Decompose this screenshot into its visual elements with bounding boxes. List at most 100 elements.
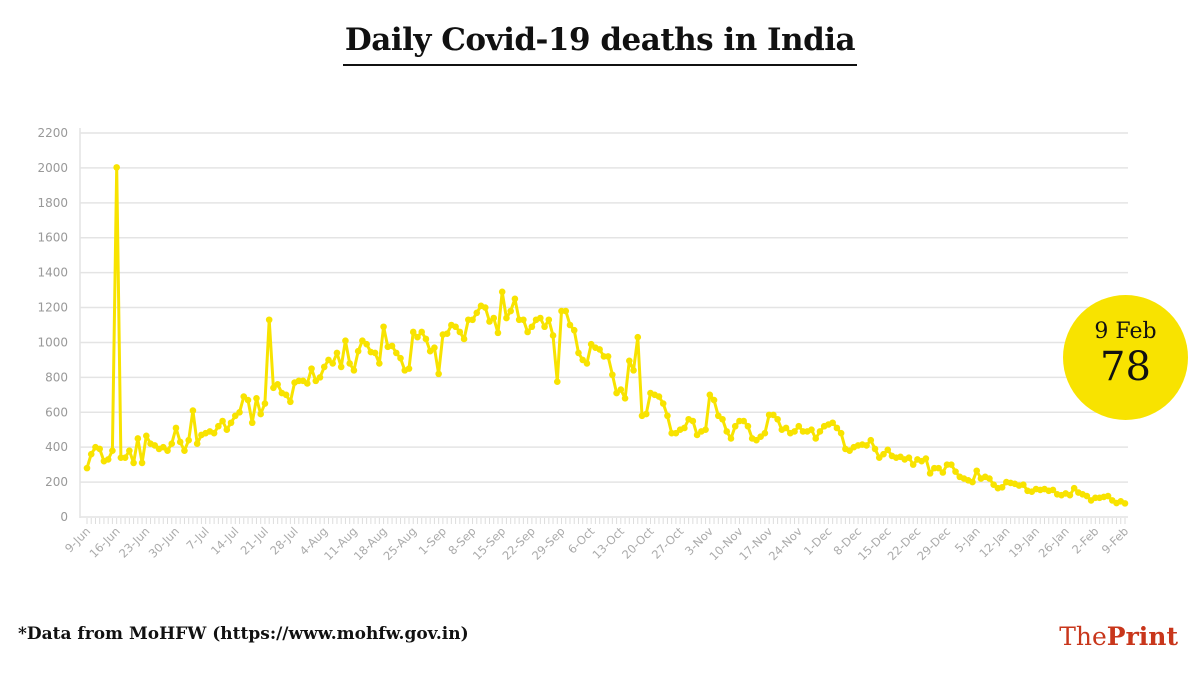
data-point: [320, 363, 328, 371]
data-point: [681, 424, 688, 432]
data-point: [181, 447, 188, 454]
data-point: [405, 365, 413, 372]
x-tick-label: 23-Jun: [116, 524, 152, 560]
x-tick-label: 9-Feb: [1099, 524, 1131, 556]
data-point: [998, 484, 1006, 491]
data-point: [104, 456, 112, 463]
data-point: [342, 337, 349, 345]
data-point: [376, 360, 383, 367]
data-point: [282, 391, 290, 399]
data-point: [333, 349, 341, 357]
y-tick-label: 400: [45, 440, 68, 454]
data-point: [452, 323, 459, 331]
data-point: [706, 391, 714, 399]
data-point: [494, 329, 502, 337]
x-tick-label: 1-Dec: [801, 524, 835, 558]
data-point: [816, 428, 824, 435]
x-tick-label: 1-Sep: [416, 524, 449, 557]
chart-title-text: Daily Covid-19 deaths in India: [342, 22, 858, 66]
data-point: [537, 314, 544, 322]
data-point: [731, 422, 739, 430]
data-point: [354, 347, 362, 355]
data-point: [867, 436, 875, 444]
data-point: [562, 307, 570, 315]
data-point: [871, 445, 879, 453]
data-point: [418, 328, 426, 336]
data-point: [782, 424, 790, 432]
data-point: [215, 422, 222, 430]
data-point: [969, 478, 976, 486]
data-point: [371, 349, 379, 357]
x-tick-label: 20-Oct: [619, 524, 657, 562]
data-point: [265, 316, 273, 324]
data-point: [257, 410, 265, 418]
data-point: [909, 461, 917, 468]
data-point: [566, 321, 574, 329]
data-point: [986, 475, 993, 482]
x-tick-label: 13-Oct: [589, 524, 627, 562]
data-point: [443, 330, 451, 338]
data-point: [138, 459, 146, 467]
x-tick-label: 12-Jan: [976, 524, 1012, 560]
data-point: [346, 360, 353, 367]
data-point: [380, 323, 387, 331]
data-point: [659, 400, 667, 407]
data-point: [498, 288, 506, 296]
chart-title: Daily Covid-19 deaths in India: [0, 22, 1200, 66]
data-point: [363, 340, 370, 348]
y-axis: 0 200 400 600 800 1000 1200 1400 1600 1800 2000 220…: [37, 126, 68, 524]
data-point: [261, 400, 269, 407]
data-point: [833, 424, 841, 432]
data-point: [617, 386, 625, 393]
data-point: [744, 422, 752, 430]
data-point: [223, 426, 231, 434]
data-point: [922, 455, 930, 462]
data-point: [710, 396, 718, 404]
data-point: [236, 408, 243, 416]
y-tick-label: 1200: [37, 301, 68, 315]
data-point: [409, 328, 417, 336]
data-point: [723, 428, 731, 435]
y-tick-label: 2000: [37, 161, 68, 175]
y-tick-label: 2200: [37, 126, 68, 140]
x-tick-label: 26-Jan: [1036, 524, 1072, 560]
x-tick-label: 29-Sep: [529, 524, 568, 563]
data-point: [134, 435, 142, 442]
data-point: [1049, 486, 1057, 494]
data-point: [287, 398, 294, 406]
data-point: [884, 446, 892, 454]
theprint-logo: ThePrint: [1059, 622, 1178, 651]
data-point: [549, 332, 557, 339]
data-point: [604, 353, 612, 360]
data-point: [244, 396, 252, 404]
data-point: [388, 342, 396, 350]
data-point: [524, 328, 531, 336]
data-point: [774, 415, 781, 423]
data-point: [193, 440, 201, 447]
y-tick-label: 0: [60, 510, 68, 524]
data-point: [609, 371, 616, 379]
data-point: [770, 411, 777, 419]
data-point: [316, 374, 324, 381]
data-point: [337, 363, 345, 371]
data-point: [1020, 481, 1027, 489]
x-tick-label: 30-Jun: [146, 524, 182, 560]
data-point: [621, 395, 629, 402]
data-point: [740, 417, 747, 425]
data-point: [634, 333, 642, 341]
data-point: [422, 335, 430, 343]
data-point: [460, 335, 468, 343]
x-tick-label: 25-Aug: [380, 524, 419, 563]
data-point: [164, 447, 171, 454]
data-point: [520, 316, 527, 324]
y-tick-label: 200: [45, 475, 68, 489]
data-point: [392, 349, 400, 357]
data-point: [87, 450, 95, 458]
data-point: [541, 323, 548, 331]
data-point: [469, 316, 476, 324]
data-point: [528, 323, 536, 331]
x-tick-label: 16-Jun: [86, 524, 122, 560]
data-point: [570, 326, 578, 334]
data-point: [435, 370, 442, 378]
data-point: [274, 381, 281, 388]
